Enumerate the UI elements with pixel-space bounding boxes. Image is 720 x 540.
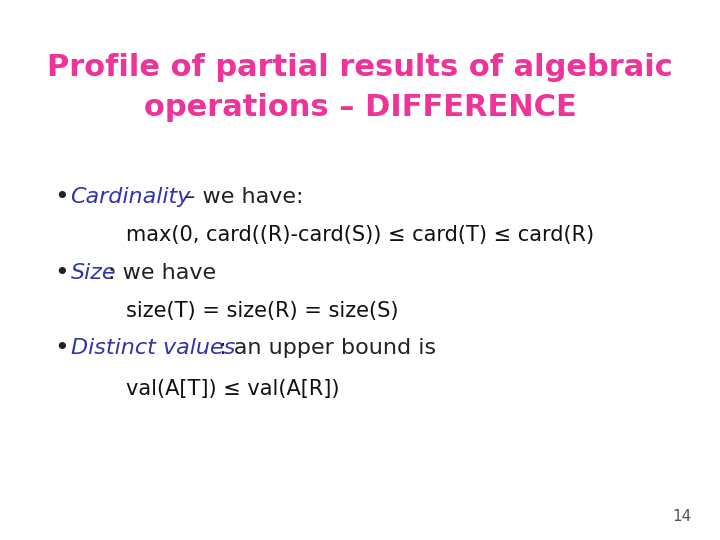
Text: Size: Size [71,262,116,283]
Text: val(A[T]) ≤ val(A[R]): val(A[T]) ≤ val(A[R]) [126,379,340,399]
Text: •: • [54,261,68,285]
Text: Cardinality: Cardinality [71,187,191,207]
Text: operations – DIFFERENCE: operations – DIFFERENCE [143,93,577,123]
Text: •: • [54,185,68,209]
Text: : we have: : we have [108,262,216,283]
Text: – we have:: – we have: [177,187,304,207]
Text: max(0, card((R)-card(S)) ≤ card(T) ≤ card(R): max(0, card((R)-card(S)) ≤ card(T) ≤ car… [126,225,594,245]
Text: : an upper bound is: : an upper bound is [212,338,436,359]
Text: Profile of partial results of algebraic: Profile of partial results of algebraic [47,53,673,82]
Text: Distinct values: Distinct values [71,338,235,359]
Text: •: • [54,336,68,360]
Text: size(T) = size(R) = size(S): size(T) = size(R) = size(S) [126,300,398,321]
Text: 14: 14 [672,509,691,524]
